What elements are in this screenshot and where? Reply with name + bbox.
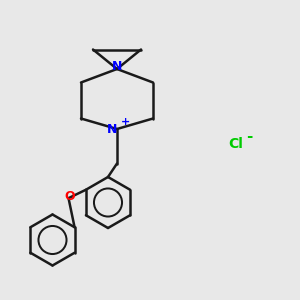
- Text: N: N: [112, 60, 122, 73]
- Text: N: N: [106, 122, 117, 136]
- Text: +: +: [121, 117, 130, 128]
- Text: -: -: [247, 129, 253, 144]
- Text: Cl: Cl: [228, 137, 243, 151]
- Text: O: O: [64, 190, 75, 202]
